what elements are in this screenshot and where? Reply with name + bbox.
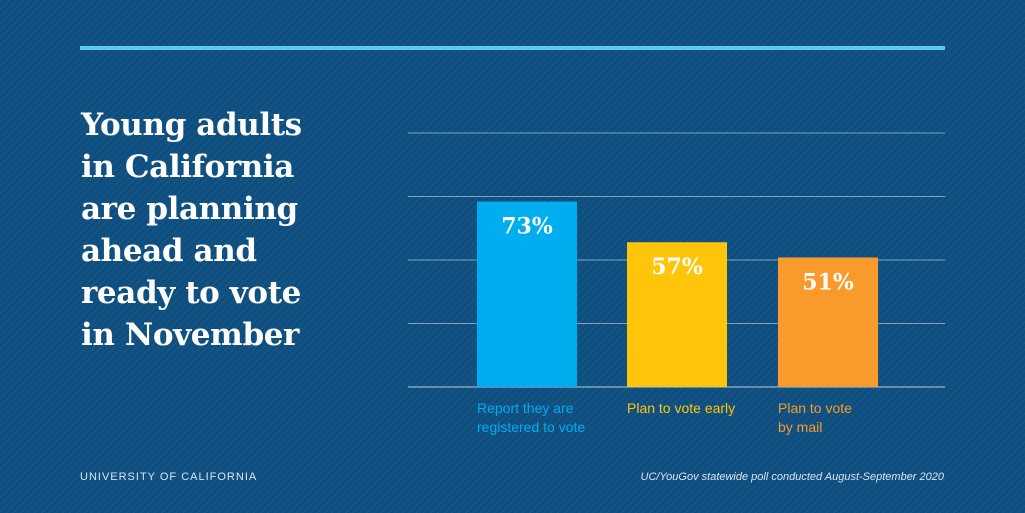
category-label: Plan to vote by mail [778, 400, 852, 435]
headline: Young adults in California are planning … [81, 104, 371, 356]
data-label: 57% [651, 254, 703, 280]
top-accent-rule [80, 46, 945, 50]
source-footer: UC/YouGov statewide poll conducted Augus… [640, 471, 945, 483]
data-label: 51% [802, 269, 854, 295]
headline-line: Young adults [81, 107, 302, 143]
category-label: Report they are registered to vote [477, 400, 585, 435]
data-label: 73% [501, 214, 553, 240]
headline-line: ready to vote [81, 275, 301, 311]
bar [627, 242, 727, 387]
category-label: Plan to vote early [627, 400, 735, 416]
bar [778, 257, 878, 387]
org-footer: UNIVERSITY OF CALIFORNIA [80, 471, 258, 483]
headline-line: in California [81, 149, 294, 185]
bars [477, 201, 878, 387]
headline-line: in November [81, 317, 299, 353]
bar [477, 201, 577, 387]
headline-line: ahead and [81, 233, 257, 269]
labels: 73% Report they are registered to vote 57% P… [477, 214, 854, 435]
headline-line: are planning [81, 191, 298, 227]
